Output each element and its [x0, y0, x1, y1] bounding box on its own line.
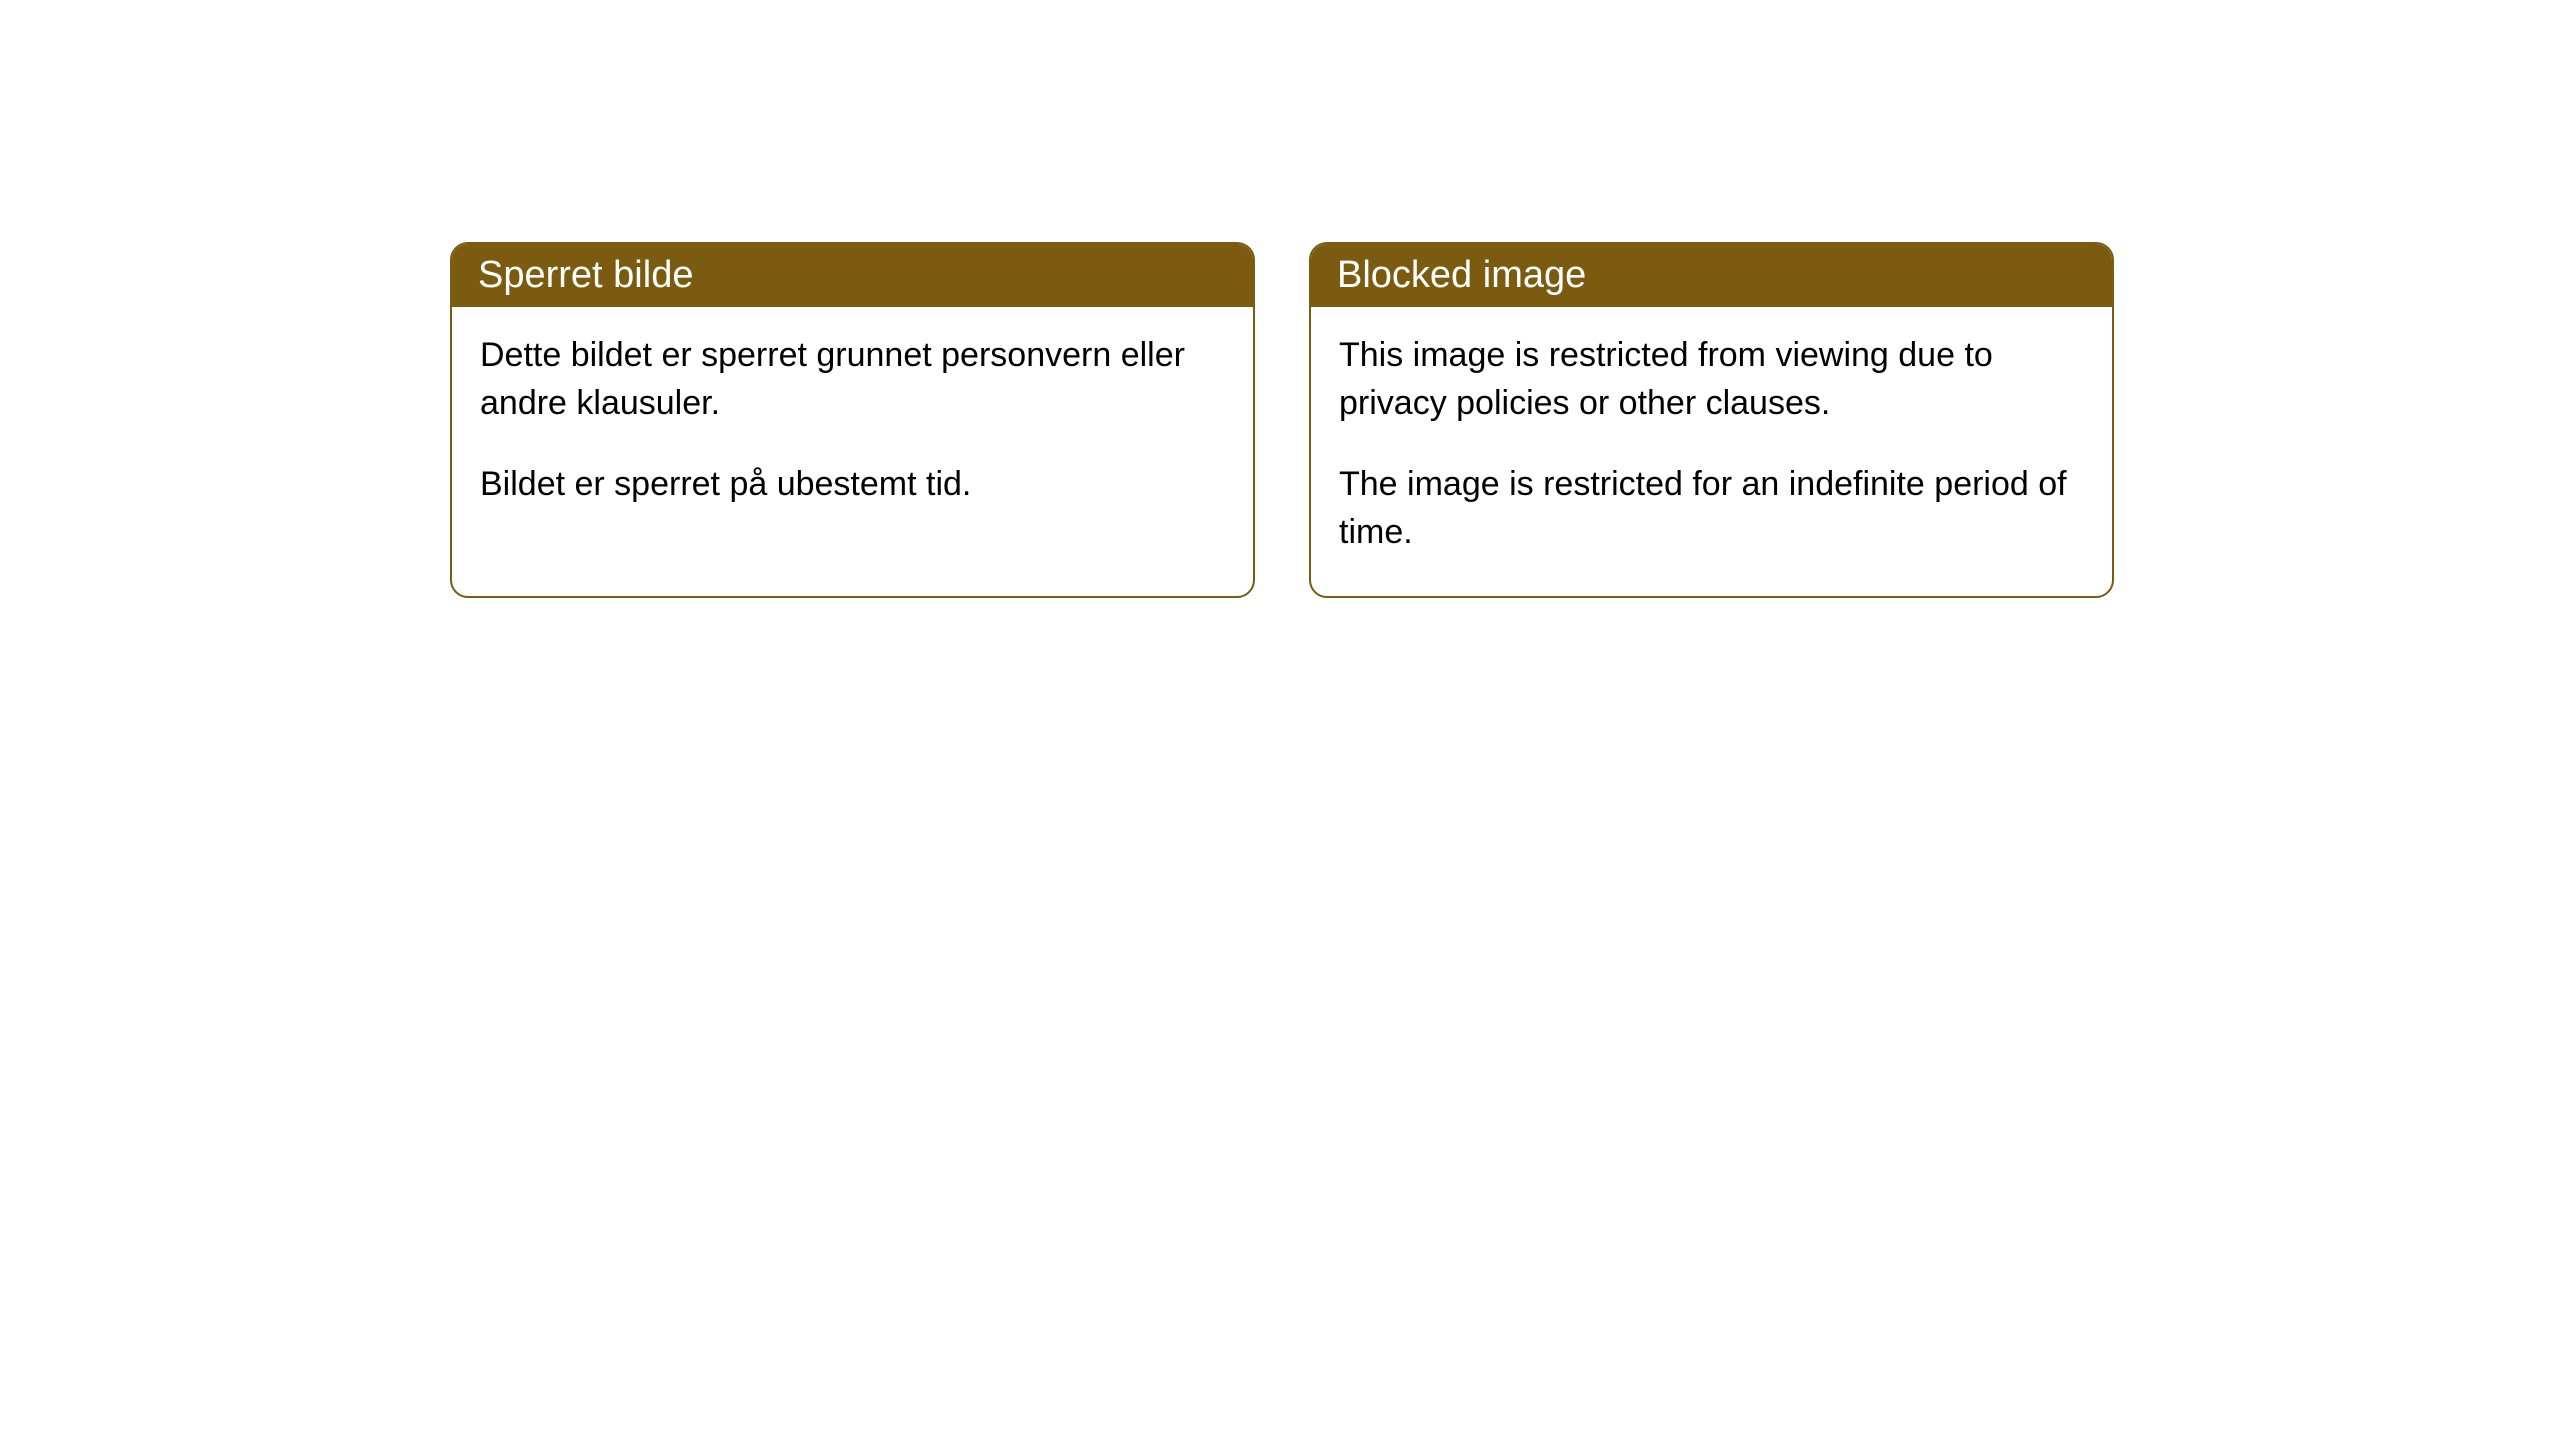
- card-title: Blocked image: [1337, 254, 1586, 296]
- cards-container: Sperret bilde Dette bildet er sperret gr…: [450, 242, 2114, 598]
- card-body-english: This image is restricted from viewing du…: [1311, 307, 2112, 596]
- card-header-norwegian: Sperret bilde: [452, 244, 1253, 307]
- card-text-paragraph: Dette bildet er sperret grunnet personve…: [480, 331, 1225, 428]
- card-text-paragraph: The image is restricted for an indefinit…: [1339, 460, 2084, 557]
- card-norwegian: Sperret bilde Dette bildet er sperret gr…: [450, 242, 1255, 598]
- card-title: Sperret bilde: [478, 254, 693, 296]
- card-english: Blocked image This image is restricted f…: [1309, 242, 2114, 598]
- card-text-paragraph: Bildet er sperret på ubestemt tid.: [480, 460, 1225, 508]
- card-text-paragraph: This image is restricted from viewing du…: [1339, 331, 2084, 428]
- card-header-english: Blocked image: [1311, 244, 2112, 307]
- card-body-norwegian: Dette bildet er sperret grunnet personve…: [452, 307, 1253, 548]
